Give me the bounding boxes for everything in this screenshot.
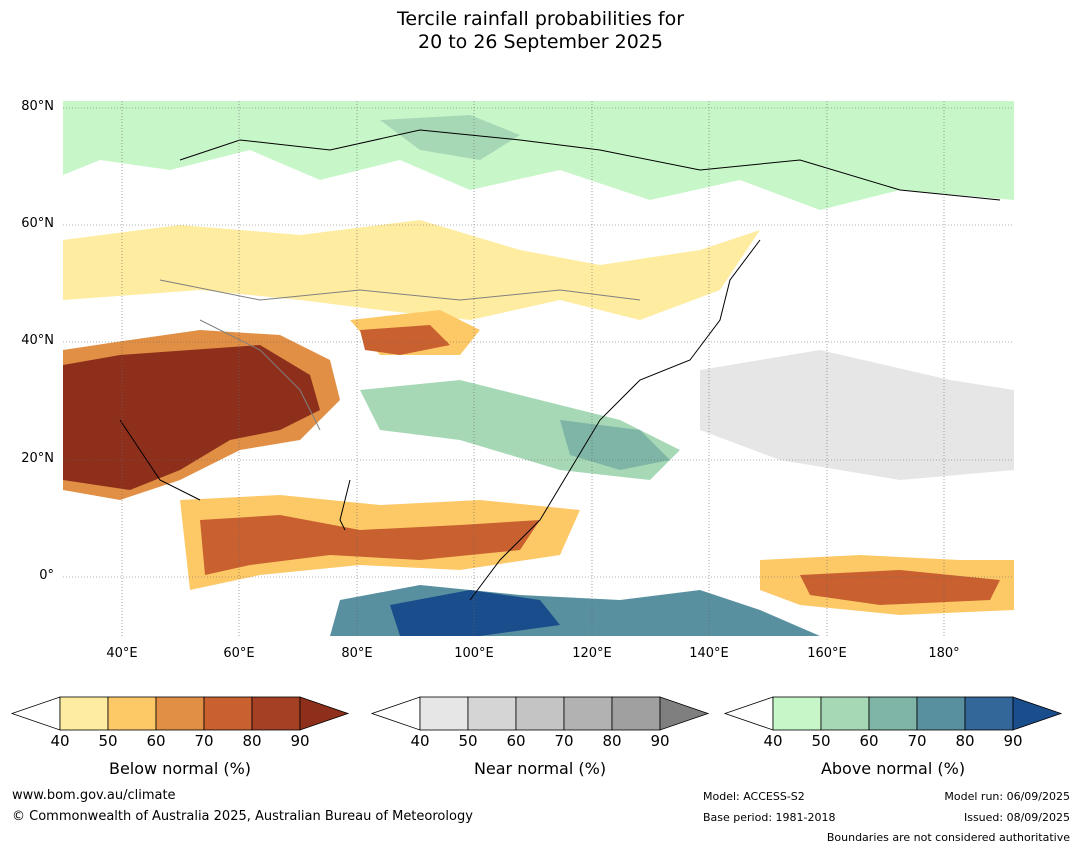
- below-normal-band-midlat-3: [360, 325, 450, 355]
- colorbar-segment: [59, 696, 109, 731]
- colorbar-tick-label: 90: [1003, 732, 1023, 750]
- colorbar-segment: [107, 696, 157, 731]
- colorbar-right-extend: [1012, 696, 1063, 731]
- colorbar-segment: [964, 696, 1014, 731]
- colorbar-segment: [515, 696, 565, 731]
- lon-label-120e: 120°E: [572, 646, 612, 661]
- lon-label-140e: 140°E: [689, 646, 729, 661]
- country-borders: [159, 279, 641, 431]
- below-normal-middle-east-core: [63, 345, 320, 490]
- colorbar-0: [10, 696, 350, 731]
- footer-base-period: Base period: 1981-2018: [703, 811, 836, 824]
- colorbar-segment: [155, 696, 205, 731]
- above-normal-region-north-2: [380, 115, 520, 160]
- colorbar-segment: [203, 696, 253, 731]
- colorbar-tick-label: 80: [602, 732, 622, 750]
- colorbar-tick-label: 80: [955, 732, 975, 750]
- lon-label-80e: 80°E: [341, 646, 373, 661]
- colorbar-right-extend: [659, 696, 710, 731]
- colorbar-label: Below normal (%): [108, 759, 252, 778]
- colorbar-segment: [820, 696, 870, 731]
- colorbar-right-extend: [299, 696, 350, 731]
- map-area: [63, 101, 1014, 636]
- colorbar-segment: [772, 696, 822, 731]
- map-title: Tercile rainfall probabilities for 20 to…: [0, 8, 1081, 54]
- lon-label-40e: 40°E: [106, 646, 138, 661]
- colorbar-segment: [868, 696, 918, 731]
- lat-label-80n: 80°N: [21, 99, 54, 114]
- colorbar-segment: [611, 696, 661, 731]
- colorbar-tick-label: 50: [811, 732, 831, 750]
- lat-label-0: 0°: [39, 568, 54, 583]
- colorbar-tick-label: 50: [98, 732, 118, 750]
- colorbar-tick-label: 40: [410, 732, 430, 750]
- lon-label-160e: 160°E: [807, 646, 847, 661]
- colorbar-tick-label: 70: [554, 732, 574, 750]
- colorbar-left-extend: [723, 696, 774, 731]
- footer-disclaimer: Boundaries are not considered authoritat…: [826, 831, 1070, 844]
- colorbar-left-extend: [10, 696, 61, 731]
- colorbar-tick-label: 70: [194, 732, 214, 750]
- colorbar-segment: [563, 696, 613, 731]
- colorbar-tick-label: 90: [290, 732, 310, 750]
- lat-label-60n: 60°N: [21, 216, 54, 231]
- above-normal-east-asia-core: [560, 420, 670, 470]
- footer-copyright: © Commonwealth of Australia 2025, Austra…: [12, 809, 473, 824]
- lon-label-60e: 60°E: [223, 646, 255, 661]
- title-line-2: 20 to 26 September 2025: [418, 31, 663, 53]
- colorbar-tick-label: 80: [242, 732, 262, 750]
- footer-model-run: Model run: 06/09/2025: [944, 790, 1070, 803]
- coastline-asia: [119, 129, 1001, 601]
- above-normal-south-core: [390, 590, 560, 636]
- near-normal-pacific: [700, 350, 1014, 480]
- lat-label-20n: 20°N: [21, 451, 54, 466]
- below-normal-equatorial-pacific-core: [800, 570, 1000, 605]
- colorbar-segment: [251, 696, 301, 731]
- colorbar-tick-label: 60: [506, 732, 526, 750]
- colorbar-segment: [916, 696, 966, 731]
- colorbars: [10, 696, 1063, 731]
- colorbar-tick-label: 40: [763, 732, 783, 750]
- lat-label-40n: 40°N: [21, 333, 54, 348]
- above-normal-region-north: [63, 101, 1014, 210]
- colorbar-1: [370, 696, 710, 731]
- colorbar-tick-label: 90: [650, 732, 670, 750]
- footer-website[interactable]: www.bom.gov.au/climate: [12, 788, 176, 803]
- colorbar-tick-label: 50: [458, 732, 478, 750]
- lon-label-180: 180°: [928, 646, 960, 661]
- footer-issued: Issued: 08/09/2025: [963, 811, 1070, 824]
- colorbar-label: Near normal (%): [473, 759, 607, 778]
- colorbar-tick-label: 70: [907, 732, 927, 750]
- colorbar-tick-label: 60: [146, 732, 166, 750]
- colorbar-tick-label: 60: [859, 732, 879, 750]
- colorbar-label: Above normal (%): [820, 759, 966, 778]
- footer-model: Model: ACCESS-S2: [703, 790, 805, 803]
- colorbar-tick-label: 40: [50, 732, 70, 750]
- below-normal-band-midlat: [63, 220, 760, 320]
- title-line-1: Tercile rainfall probabilities for: [396, 8, 685, 30]
- colorbar-segment: [467, 696, 517, 731]
- colorbar-segment: [419, 696, 469, 731]
- colorbar-left-extend: [370, 696, 421, 731]
- lon-label-100e: 100°E: [454, 646, 494, 661]
- colorbar-2: [723, 696, 1063, 731]
- below-normal-indian-ocean-core: [200, 515, 540, 575]
- graticule: [63, 101, 1014, 636]
